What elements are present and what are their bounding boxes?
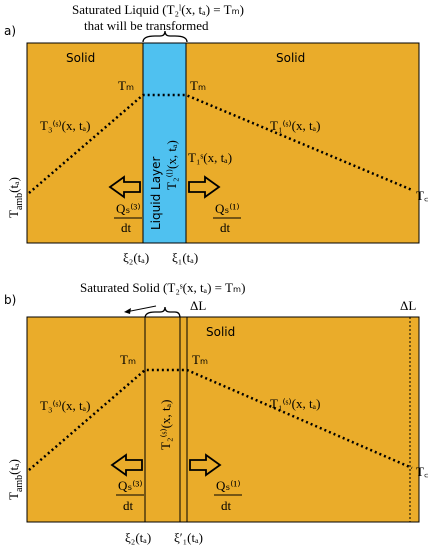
panel-label: a): [4, 24, 16, 38]
tamb: Tamb(tₐ): [6, 177, 25, 218]
delta-l-strip: ΔL: [190, 298, 206, 313]
panel-b: Saturated Solid (T₂ˢ(x, tₐ) = Tₘ) b) ΔL …: [4, 280, 428, 545]
xi2: ξ₂(tₐ): [123, 250, 149, 265]
arrow-right: [188, 175, 221, 199]
title: Saturated Solid (T₂ˢ(x, tₐ) = Tₘ): [80, 280, 245, 295]
q1-den: dt: [221, 498, 232, 513]
solid: Solid: [206, 325, 235, 339]
tc: T꜀: [416, 464, 428, 479]
arrow-left: [108, 175, 141, 199]
panel-label: b): [4, 293, 16, 307]
brace: [142, 30, 188, 43]
liquid-layer: [142, 42, 187, 244]
t1-inner: T₁ˢ(x, tₐ): [188, 150, 232, 165]
tm-left: Tₘ: [120, 352, 136, 367]
t1: T₁⁽ˢ⁾(x, tₐ): [270, 118, 320, 133]
brace-arrow: [125, 305, 157, 313]
delta-l-right: ΔL: [400, 298, 416, 313]
q3-num: Qₛ⁽³⁾: [118, 478, 143, 493]
q3-den: dt: [123, 498, 134, 513]
q3-den: dt: [121, 220, 132, 235]
temperature-profile: [28, 93, 413, 194]
xi1: ξ′₁(tₐ): [174, 530, 203, 545]
t2: T₂⁽ˡ⁾(x, tₐ): [164, 140, 179, 190]
solid-right: Solid: [276, 51, 305, 65]
title-line1: Saturated Liquid (T₂ˡ(x, tₐ) = Tₘ): [72, 2, 244, 17]
xi1: ξ₁(tₐ): [172, 250, 198, 265]
q1-num: Qₛ⁽¹⁾: [215, 201, 240, 216]
arrow-left: [110, 453, 143, 477]
arrow-head: [124, 308, 131, 314]
tm-right: Tₘ: [190, 78, 206, 93]
panel-a: Saturated Liquid (T₂ˡ(x, tₐ) = Tₘ) that …: [4, 2, 428, 265]
temperature-profile: [28, 368, 413, 471]
tm-right: Tₘ: [192, 352, 208, 367]
title-line2: that will be transformed: [84, 18, 209, 33]
t3: T₃⁽ˢ⁾(x, tₐ): [40, 118, 90, 133]
q1-num: Qₛ⁽¹⁾: [216, 478, 241, 493]
tamb-arg: (tₐ): [6, 177, 21, 193]
t2: T₂⁽ˢ⁾(x, tₐ): [158, 400, 173, 450]
t3: T₃⁽ˢ⁾(x, tₐ): [40, 398, 90, 413]
tm-left: Tₘ: [118, 78, 134, 93]
solid-region: [26, 42, 420, 244]
tamb-base: T: [6, 210, 21, 218]
tamb-arg: (tₐ): [6, 459, 21, 475]
brace: [144, 306, 181, 319]
tamb-sub: amb: [14, 475, 25, 492]
tamb: Tamb(tₐ): [6, 459, 25, 500]
t1: T₁⁽ˢ⁾(x, tₐ): [270, 396, 320, 411]
xi2: ξ₂(tₐ): [125, 530, 151, 545]
tamb-sub: amb: [14, 193, 25, 210]
arrow-right: [189, 453, 222, 477]
tc: T꜀: [416, 188, 428, 203]
tamb-base: T: [6, 492, 21, 500]
q1-den: dt: [220, 220, 231, 235]
solid-region: [26, 316, 420, 523]
q3-num: Qₛ⁽³⁾: [116, 201, 141, 216]
solid-left: Solid: [66, 51, 95, 65]
layer-label: Liquid Layer: [149, 156, 163, 230]
